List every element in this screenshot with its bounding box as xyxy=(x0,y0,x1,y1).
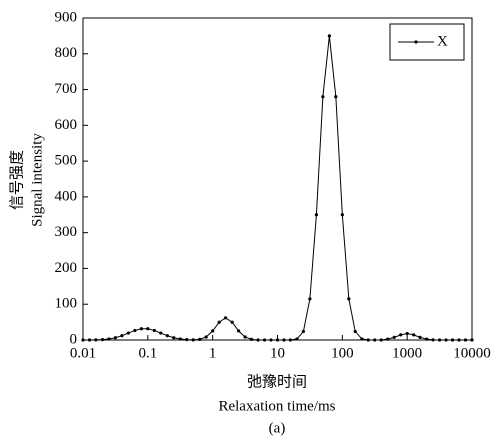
x-tick-label: 100 xyxy=(331,345,354,361)
data-point xyxy=(288,338,292,342)
data-point xyxy=(437,338,442,342)
data-point xyxy=(236,329,241,333)
data-point xyxy=(198,337,202,341)
data-point xyxy=(269,338,273,342)
data-point xyxy=(373,338,377,342)
data-point xyxy=(450,338,455,342)
data-point xyxy=(295,337,299,341)
y-tick-label: 400 xyxy=(55,188,78,204)
data-point xyxy=(94,338,98,342)
x-tick-label: 1 xyxy=(209,345,217,361)
data-point xyxy=(146,327,150,331)
data-point xyxy=(347,297,351,301)
data-point xyxy=(321,95,325,99)
data-point xyxy=(185,338,189,342)
data-point xyxy=(120,334,124,338)
data-point xyxy=(249,337,254,341)
data-point xyxy=(87,338,92,342)
data-point xyxy=(165,334,169,338)
data-point xyxy=(366,338,370,342)
data-point xyxy=(211,329,215,333)
x-tick-label: 0.01 xyxy=(70,345,96,361)
data-point xyxy=(392,335,396,339)
data-point xyxy=(308,297,312,301)
y-tick-label: 300 xyxy=(55,224,78,240)
data-point xyxy=(191,338,195,342)
data-point xyxy=(113,336,117,340)
y-tick-label: 0 xyxy=(70,331,78,347)
x-tick-label: 10 xyxy=(270,345,285,361)
data-point xyxy=(334,95,338,99)
data-point xyxy=(139,327,143,331)
data-point xyxy=(425,337,429,341)
data-point xyxy=(470,338,474,342)
data-point xyxy=(262,338,267,342)
data-point xyxy=(243,335,247,339)
data-point xyxy=(217,320,221,324)
legend-label: X xyxy=(437,33,448,49)
data-point xyxy=(444,338,448,342)
y-axis-label: Signal intensity xyxy=(29,133,45,227)
y-tick-label: 600 xyxy=(55,117,78,133)
data-point xyxy=(418,335,422,339)
data-point xyxy=(230,320,234,324)
data-point xyxy=(301,329,306,334)
data-point xyxy=(275,338,280,342)
data-point xyxy=(133,328,137,333)
data-point xyxy=(126,331,130,335)
data-point xyxy=(386,337,390,341)
data-point xyxy=(81,338,85,342)
x-tick-label: 1000 xyxy=(392,345,422,361)
plot-frame xyxy=(82,17,473,341)
legend-marker xyxy=(414,40,418,44)
data-point xyxy=(100,338,105,342)
data-point xyxy=(412,333,416,337)
y-axis-label: 信号强度 xyxy=(8,150,25,210)
caption: (a) xyxy=(269,420,286,436)
data-point xyxy=(223,316,228,320)
x-axis-label: Relaxation time/ms xyxy=(218,398,335,414)
data-point xyxy=(405,331,409,336)
y-tick-label: 500 xyxy=(55,153,78,169)
data-point xyxy=(379,338,383,342)
data-point xyxy=(353,329,357,334)
data-point xyxy=(340,213,344,217)
y-tick-label: 700 xyxy=(55,81,78,97)
data-point xyxy=(256,338,260,342)
data-point xyxy=(178,337,182,341)
data-point xyxy=(327,34,331,38)
data-point xyxy=(463,338,468,342)
data-point xyxy=(431,338,435,342)
data-point xyxy=(399,333,403,337)
data-point xyxy=(107,337,111,341)
x-axis-label: 弛豫时间 xyxy=(247,373,307,390)
data-point xyxy=(159,331,163,335)
data-point xyxy=(204,335,208,339)
data-point xyxy=(152,328,156,333)
y-tick-label: 800 xyxy=(55,45,78,61)
data-point xyxy=(360,337,364,341)
x-tick-label: 0.1 xyxy=(138,345,157,361)
data-point xyxy=(172,336,176,340)
y-tick-label: 200 xyxy=(55,260,78,276)
data-point xyxy=(314,213,318,217)
data-point xyxy=(457,338,461,342)
y-tick-label: 100 xyxy=(55,296,78,312)
data-point xyxy=(282,338,286,342)
y-tick-label: 900 xyxy=(55,9,78,25)
x-tick-label: 10000 xyxy=(453,345,491,361)
data-line xyxy=(82,35,472,341)
